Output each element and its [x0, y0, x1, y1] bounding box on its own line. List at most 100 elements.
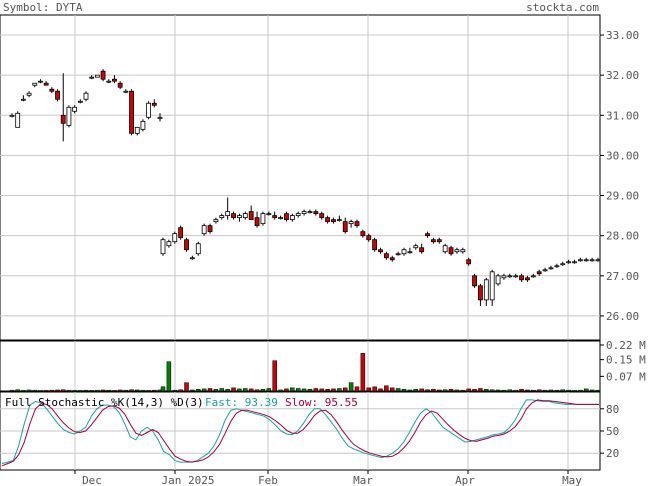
candle-up — [20, 98, 26, 101]
volume-bar — [213, 389, 219, 392]
volume-bar — [190, 389, 195, 392]
candle-up — [460, 249, 466, 253]
volume-bar — [66, 389, 72, 392]
volume-bar — [548, 389, 554, 392]
volume-bar — [536, 389, 542, 392]
volume-bar — [407, 389, 413, 392]
candle-up — [94, 74, 100, 78]
stochastic-title: Full Stochastic %K(14,3) %D(3) — [5, 396, 204, 409]
candle-down — [100, 70, 106, 80]
volume-bar — [572, 390, 577, 392]
volume-bar — [431, 389, 436, 392]
candle-down — [389, 257, 395, 261]
volume-bar — [9, 389, 15, 392]
volume-bars — [9, 353, 601, 392]
stochastic-y-tick-label: 80 — [606, 403, 619, 416]
candle-down — [43, 82, 49, 86]
volume-bar — [495, 389, 501, 392]
candle-up — [189, 257, 195, 260]
volume-bar — [278, 389, 283, 392]
volume-bar — [360, 353, 366, 392]
stochastic-line-fast — [1, 399, 599, 465]
candle-down — [519, 275, 524, 281]
volume-bar — [55, 389, 60, 392]
price-frame — [0, 14, 601, 341]
volume-bar — [478, 388, 483, 392]
candle-up — [72, 106, 78, 112]
volume-bar — [542, 389, 548, 392]
price-y-tick-label: 29.00 — [606, 190, 639, 203]
volume-bar — [460, 389, 466, 392]
volume-bar — [60, 389, 66, 392]
volume-bar — [207, 388, 213, 392]
candle-up — [507, 275, 513, 278]
candle-down — [378, 249, 383, 253]
volume-bar — [129, 389, 134, 392]
volume-bar — [313, 388, 319, 392]
volume-bar — [72, 390, 77, 392]
candle-up — [595, 259, 601, 262]
candle-up — [307, 211, 313, 214]
volume-bar — [231, 387, 236, 392]
x-axis-month-label: Apr — [455, 474, 475, 486]
symbol-label: Symbol: DYTA — [3, 1, 83, 14]
candle-down — [431, 239, 436, 243]
volume-bar — [123, 389, 129, 392]
candle-up — [442, 245, 448, 253]
volume-bar — [378, 388, 383, 392]
stochastic-panel: 80 50 20 Full Stochastic %K(14,3) %D(3) Fa… — [0, 391, 619, 471]
stochastic-line-slow — [1, 399, 599, 467]
volume-bar — [472, 389, 477, 392]
candle-up — [66, 106, 72, 126]
candle-up — [38, 80, 43, 83]
volume-panel: 0.22 M 0.15 M 0.07 M — [0, 339, 646, 392]
x-axis-month-label: Dec — [82, 474, 102, 486]
price-y-tick-label: 30.00 — [606, 149, 639, 162]
volume-bar — [100, 389, 106, 392]
volume-bar — [354, 386, 360, 392]
volume-bar — [140, 389, 146, 392]
candle-up — [9, 114, 15, 117]
candle-up — [501, 275, 507, 279]
candle-down — [466, 259, 472, 265]
candle-up — [195, 243, 201, 255]
volume-bar — [32, 389, 38, 392]
candle-up — [160, 239, 166, 255]
candle-up — [495, 275, 501, 285]
candle-up — [301, 211, 307, 215]
candle-down — [478, 285, 483, 301]
volume-bar — [401, 389, 407, 392]
candle-up — [201, 225, 207, 235]
volume-bar — [507, 389, 513, 392]
candle-up — [554, 265, 560, 268]
volume-y-tick-label: 0.15 M — [606, 354, 646, 367]
volume-bar — [284, 388, 289, 392]
stochastic-y-tick-label: 20 — [606, 447, 619, 460]
volume-bar — [290, 387, 295, 392]
volume-bar — [560, 389, 565, 392]
volume-bar — [513, 389, 518, 392]
volume-bar — [554, 389, 560, 392]
candle-up — [560, 263, 566, 266]
price-y-tick-label: 33.00 — [606, 29, 639, 42]
stochastic-y-axis: 80 50 20 — [600, 403, 619, 460]
volume-bar — [578, 389, 583, 392]
candle-up — [454, 249, 460, 253]
volume-bar — [152, 389, 157, 392]
volume-bar — [413, 389, 419, 392]
candle-down — [354, 221, 360, 227]
volume-bar — [26, 389, 32, 392]
volume-bar — [437, 389, 442, 392]
volume-bar — [160, 386, 166, 392]
volume-y-axis: 0.22 M 0.15 M 0.07 M — [600, 339, 646, 383]
candle-up — [26, 92, 32, 96]
volume-y-tick-label: 0.07 M — [606, 370, 646, 383]
volume-bar — [301, 388, 307, 392]
candle-up — [407, 251, 413, 254]
volume-bar — [83, 389, 89, 392]
volume-bar — [319, 388, 324, 392]
volume-bar — [266, 388, 272, 392]
volume-bar — [106, 389, 112, 392]
candle-up — [395, 253, 401, 256]
candle-up — [295, 213, 301, 217]
